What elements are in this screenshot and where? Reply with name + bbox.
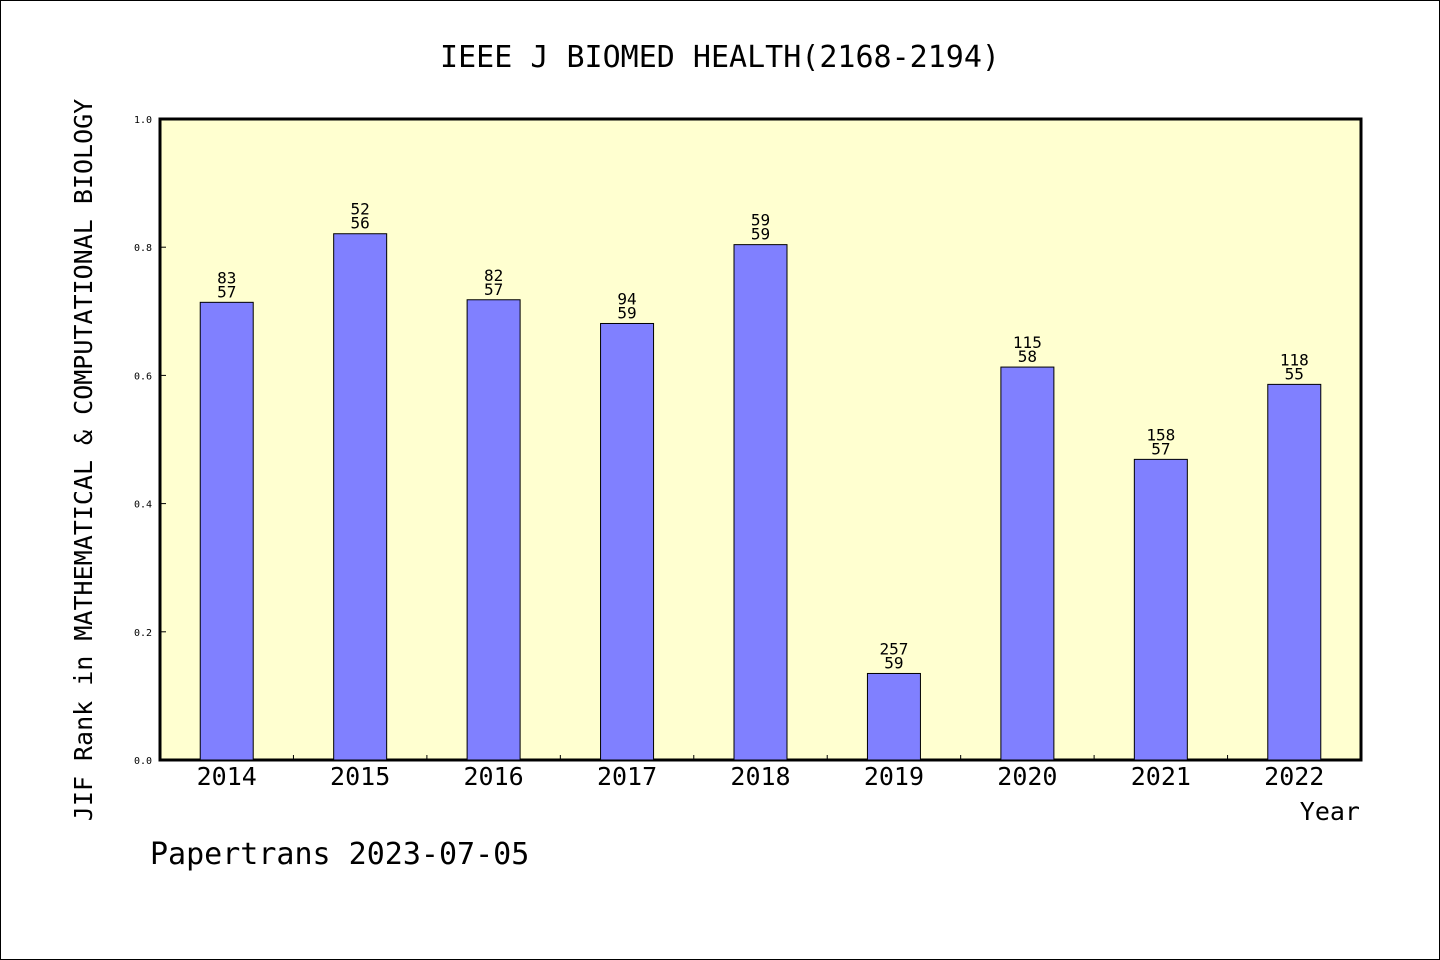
bar-label-bottom: 55: [1285, 364, 1304, 383]
chart-title: IEEE J BIOMED HEALTH(2168-2194): [440, 40, 1000, 75]
bar-label-bottom: 57: [484, 280, 503, 299]
bar-label-bottom: 58: [1018, 347, 1037, 366]
x-tick-label: 2014: [197, 762, 257, 791]
bar-label-top: 59: [751, 211, 770, 230]
bar-label-bottom: 59: [884, 653, 903, 672]
x-axis-label: Year: [1300, 797, 1360, 826]
bar-label-bottom: 57: [1151, 439, 1170, 458]
bar-label-bottom: 57: [217, 282, 236, 301]
bars: [199, 233, 1322, 761]
bar-2017: [600, 322, 655, 761]
bar-label-bottom: 56: [351, 214, 370, 233]
bar-label-top: 115: [1013, 333, 1042, 352]
bar-label-top: 257: [879, 639, 908, 658]
y-tick-label: 0.4: [134, 500, 152, 511]
bar-label-bottom: 59: [751, 225, 770, 244]
bar-2015: [333, 233, 388, 761]
x-tick-label: 2022: [1264, 762, 1324, 791]
bar-2016: [466, 299, 521, 761]
x-tick-label: 2015: [330, 762, 390, 791]
bar-label-top: 82: [484, 266, 503, 285]
y-tick-label: 0.6: [134, 371, 152, 382]
bar-2014: [199, 301, 254, 761]
bar-2018: [733, 244, 788, 761]
bar-label-top: 118: [1280, 350, 1309, 369]
x-tick-label: 2017: [597, 762, 657, 791]
x-tick-label: 2016: [464, 762, 524, 791]
footer-credit: Papertrans 2023-07-05: [150, 837, 529, 872]
bar-2020: [1000, 366, 1055, 761]
bar-label-top: 52: [351, 200, 370, 219]
x-tick-label: 2020: [997, 762, 1057, 791]
x-tick-label: 2018: [730, 762, 790, 791]
y-tick-label: 0.0: [134, 756, 152, 767]
y-tick-label: 1.0: [134, 115, 152, 126]
y-tick-label: 0.2: [134, 628, 152, 639]
bar-2021: [1133, 458, 1188, 761]
bar-2022: [1267, 383, 1322, 761]
bar-label-top: 158: [1146, 425, 1175, 444]
bar-2019: [866, 672, 921, 761]
x-axis: 2014 2015 2016 2017 2018 2019 2020 2021 2022: [197, 755, 1324, 791]
bar-label-bottom: 59: [617, 303, 636, 322]
x-tick-label: 2019: [864, 762, 924, 791]
y-axis: 0.0 0.2 0.4 0.6 0.8 1.0: [134, 115, 166, 767]
bar-label-top: 94: [617, 289, 636, 308]
x-tick-label: 2021: [1131, 762, 1191, 791]
bar-label-top: 83: [217, 268, 236, 287]
y-tick-label: 0.8: [134, 243, 152, 254]
y-axis-label: JIF Rank in MATHEMATICAL & COMPUTATIONAL…: [69, 99, 98, 821]
